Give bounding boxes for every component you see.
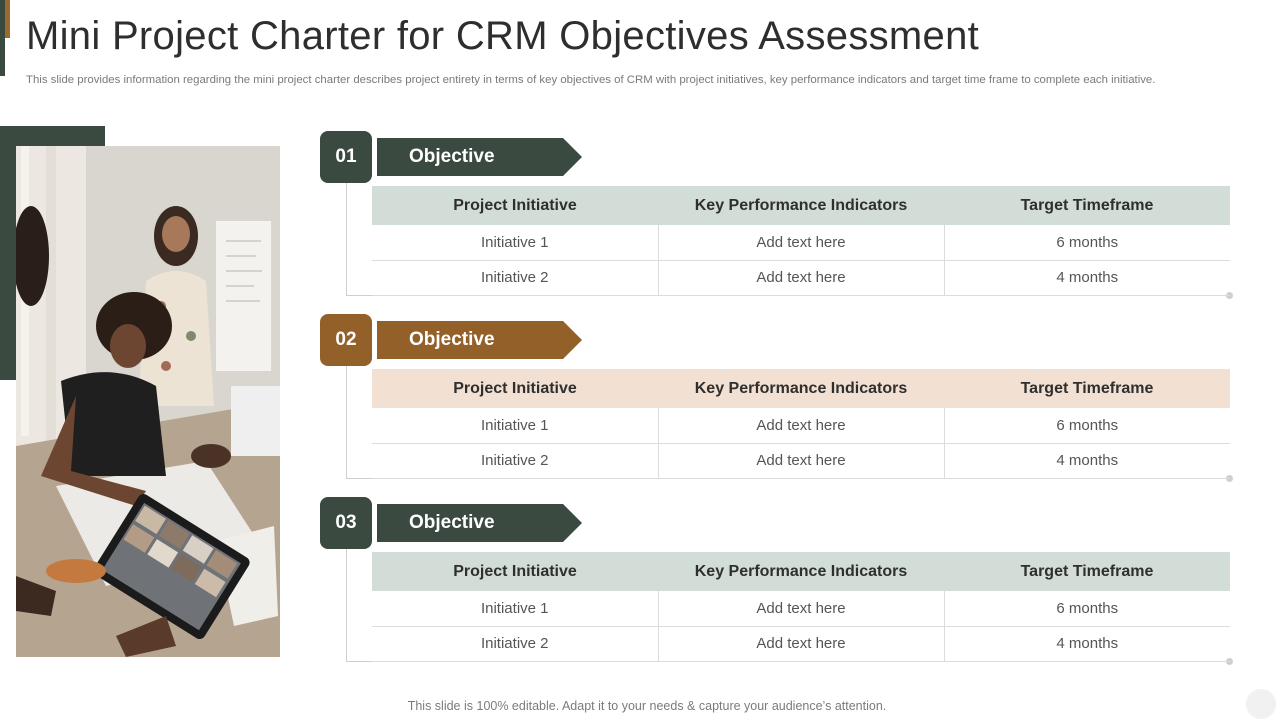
cell-timeframe: 4 months (943, 443, 1230, 479)
cell-timeframe: 4 months (943, 260, 1230, 296)
page-subtitle: This slide provides information regardin… (26, 74, 1156, 86)
page-title: Mini Project Charter for CRM Objectives … (26, 14, 980, 58)
objective-number-badge: 03 (320, 497, 372, 549)
header-key-performance-indicators: Key Performance Indicators (658, 369, 944, 408)
connector-horizontal-line (346, 661, 1230, 662)
objective-number-badge: 02 (320, 314, 372, 366)
objective-banner: Objective (377, 138, 582, 176)
header-key-performance-indicators: Key Performance Indicators (658, 552, 944, 591)
objective-table: Project Initiative Key Performance Indic… (372, 552, 1230, 662)
footer-note: This slide is 100% editable. Adapt it to… (407, 699, 887, 713)
objective-number-badge: 01 (320, 131, 372, 183)
connector-end-dot (1226, 292, 1233, 299)
header-project-initiative: Project Initiative (372, 186, 658, 225)
cell-initiative: Initiative 2 (372, 260, 658, 296)
cell-initiative: Initiative 2 (372, 443, 658, 479)
cell-kpi: Add text here (657, 225, 944, 261)
objective-section-01: 01 Objective Project Initiative Key Perf… (320, 130, 1233, 300)
cell-kpi: Add text here (657, 626, 944, 662)
cell-kpi: Add text here (657, 591, 944, 627)
objective-section-03: 03 Objective Project Initiative Key Perf… (320, 496, 1233, 666)
header-target-timeframe: Target Timeframe (944, 369, 1230, 408)
cell-timeframe: 6 months (943, 591, 1230, 627)
objective-table: Project Initiative Key Performance Indic… (372, 186, 1230, 296)
title-accent-bar (0, 0, 5, 76)
connector-horizontal-line (346, 295, 1230, 296)
connector-vertical-line (346, 366, 347, 479)
team-meeting-photo (16, 146, 280, 657)
cell-timeframe: 4 months (943, 626, 1230, 662)
cell-kpi: Add text here (657, 443, 944, 479)
cell-timeframe: 6 months (943, 408, 1230, 444)
objective-table: Project Initiative Key Performance Indic… (372, 369, 1230, 479)
objective-banner: Objective (377, 504, 582, 542)
objective-banner: Objective (377, 321, 582, 359)
cell-initiative: Initiative 1 (372, 591, 658, 627)
cell-kpi: Add text here (657, 408, 944, 444)
header-project-initiative: Project Initiative (372, 369, 658, 408)
table-row: Initiative 2 Add text here 4 months (372, 626, 1230, 662)
title-accent-bar-gold (5, 0, 10, 38)
connector-vertical-line (346, 549, 347, 662)
header-project-initiative: Project Initiative (372, 552, 658, 591)
cell-initiative: Initiative 1 (372, 408, 658, 444)
table-row: Initiative 1 Add text here 6 months (372, 408, 1230, 444)
header-target-timeframe: Target Timeframe (944, 552, 1230, 591)
connector-horizontal-line (346, 478, 1230, 479)
table-row: Initiative 1 Add text here 6 months (372, 591, 1230, 627)
header-target-timeframe: Target Timeframe (944, 186, 1230, 225)
cell-initiative: Initiative 1 (372, 225, 658, 261)
corner-decoration (1246, 689, 1276, 719)
cell-timeframe: 6 months (943, 225, 1230, 261)
cell-kpi: Add text here (657, 260, 944, 296)
cell-initiative: Initiative 2 (372, 626, 658, 662)
connector-end-dot (1226, 658, 1233, 665)
table-row: Initiative 2 Add text here 4 months (372, 260, 1230, 296)
objective-section-02: 02 Objective Project Initiative Key Perf… (320, 313, 1233, 483)
table-row: Initiative 1 Add text here 6 months (372, 225, 1230, 261)
connector-vertical-line (346, 183, 347, 296)
header-key-performance-indicators: Key Performance Indicators (658, 186, 944, 225)
table-row: Initiative 2 Add text here 4 months (372, 443, 1230, 479)
connector-end-dot (1226, 475, 1233, 482)
